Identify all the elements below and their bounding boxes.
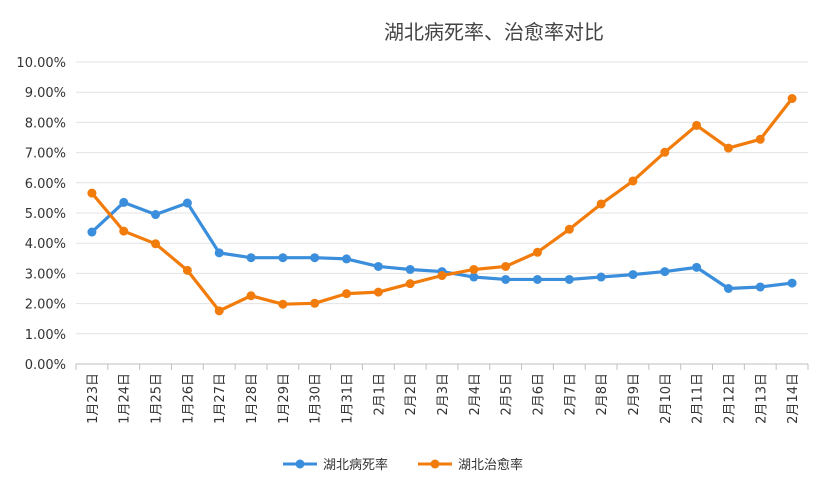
data-point: [151, 210, 161, 220]
x-tick-label: 1月28日: [245, 373, 260, 424]
data-point: [755, 134, 765, 144]
x-tick-label: 2月2日: [404, 373, 419, 416]
data-point: [628, 270, 638, 280]
data-point: [373, 287, 383, 297]
x-tick-label: 2月13日: [754, 373, 769, 424]
x-tick-label: 2月14日: [786, 373, 801, 424]
legend-label: 湖北病死率: [323, 457, 388, 473]
data-point: [405, 279, 415, 289]
data-point: [119, 197, 129, 207]
y-tick-label: 2.00%: [25, 298, 66, 313]
y-tick-label: 7.00%: [25, 147, 66, 162]
x-tick-label: 1月31日: [341, 373, 356, 424]
data-point: [310, 298, 320, 308]
x-tick-label: 1月25日: [150, 373, 165, 424]
y-tick-label: 3.00%: [25, 267, 66, 282]
x-tick-label: 2月12日: [722, 373, 737, 424]
y-tick-label: 6.00%: [25, 177, 66, 192]
data-point: [87, 227, 97, 237]
data-point: [755, 282, 765, 292]
data-point: [437, 271, 447, 281]
legend-swatch-marker: [295, 459, 305, 469]
data-point: [628, 176, 638, 186]
data-point: [214, 306, 224, 316]
data-point: [151, 239, 161, 249]
data-point: [596, 199, 606, 209]
data-point: [342, 289, 352, 299]
x-tick-label: 1月27日: [213, 373, 228, 424]
x-tick-label: 2月9日: [627, 373, 642, 416]
data-point: [532, 274, 542, 284]
data-point: [692, 262, 702, 272]
x-tick-label: 2月6日: [531, 373, 546, 416]
data-point: [660, 267, 670, 277]
data-point: [596, 272, 606, 282]
data-point: [532, 247, 542, 257]
data-point: [405, 264, 415, 274]
series-layer: [87, 94, 797, 316]
data-point: [469, 272, 479, 282]
data-point: [87, 188, 97, 198]
x-tick-label: 2月7日: [563, 373, 578, 416]
x-tick-label: 2月1日: [372, 373, 387, 416]
x-tick-label: 2月8日: [595, 373, 610, 416]
data-point: [119, 226, 129, 236]
legend-swatch-marker: [430, 459, 440, 469]
data-point: [787, 94, 797, 104]
data-point: [787, 278, 797, 288]
data-point: [564, 274, 574, 284]
chart-title: 湖北病死率、治愈率对比: [384, 20, 604, 44]
x-tick-label: 2月10日: [659, 373, 674, 424]
x-tick-label: 1月24日: [118, 373, 133, 424]
gridlines: [76, 61, 808, 365]
y-tick-label: 5.00%: [25, 207, 66, 222]
y-axis: 0.00% 1.00% 2.00% 3.00% 4.00% 5.00% 6.00% 7.00%…: [16, 56, 66, 373]
data-point: [310, 253, 320, 263]
x-tick-label: 1月26日: [181, 373, 196, 424]
y-tick-label: 8.00%: [25, 116, 66, 131]
data-point: [182, 198, 192, 208]
x-axis: 1月23日 1月24日 1月25日 1月26日 1月27日 1月28日 1月29日 1月30日…: [75, 364, 809, 424]
data-point: [501, 261, 511, 271]
data-point: [564, 224, 574, 234]
data-point: [723, 284, 733, 293]
x-tick-label: 1月23日: [86, 373, 101, 424]
data-point: [246, 253, 256, 263]
legend: 湖北病死率 湖北治愈率: [283, 457, 523, 473]
y-tick-label: 9.00%: [25, 86, 66, 101]
x-tick-label: 1月29日: [277, 373, 292, 424]
data-point: [246, 291, 256, 301]
data-point: [660, 147, 670, 157]
data-point: [278, 253, 288, 263]
data-point: [182, 265, 192, 275]
x-tick-label: 2月3日: [436, 373, 451, 416]
y-tick-label: 1.00%: [25, 328, 66, 343]
legend-label: 湖北治愈率: [458, 457, 523, 473]
data-point: [342, 254, 352, 264]
data-point: [501, 274, 511, 284]
x-tick-label: 2月4日: [468, 373, 483, 416]
data-point: [373, 261, 383, 271]
data-point: [469, 264, 479, 274]
y-tick-label: 10.00%: [16, 56, 66, 71]
data-point: [214, 248, 224, 258]
y-tick-label: 4.00%: [25, 237, 66, 252]
x-tick-label: 2月5日: [500, 373, 515, 416]
x-tick-label: 1月30日: [309, 373, 324, 424]
data-point: [723, 143, 733, 153]
y-tick-label: 0.00%: [25, 358, 66, 373]
data-point: [278, 299, 288, 309]
data-point: [692, 120, 702, 130]
x-tick-label: 2月11日: [691, 373, 706, 424]
